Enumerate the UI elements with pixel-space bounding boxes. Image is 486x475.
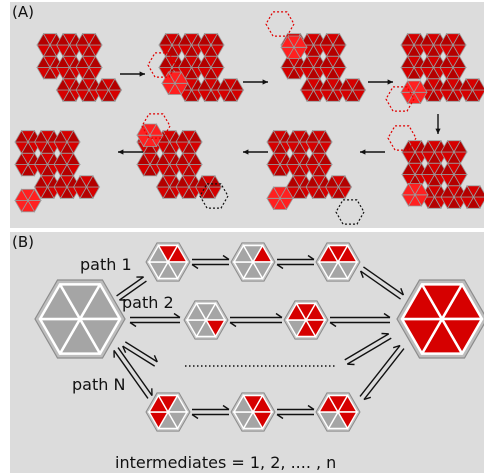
path-1-label: path 1	[80, 255, 132, 274]
cluster-8	[15, 131, 100, 212]
pathN-intermediate-1	[146, 393, 190, 431]
cluster-3	[281, 34, 366, 102]
eq-p1-2-3	[277, 256, 314, 269]
cluster-6	[267, 131, 352, 210]
eq-p1-1-2	[192, 256, 229, 269]
path1-intermediate-2	[231, 243, 275, 281]
start-hexagon	[35, 280, 125, 358]
arrow-2-3	[243, 79, 268, 84]
path1-intermediate-3	[316, 243, 360, 281]
intermediates-caption: intermediates = 1, 2, .... , n	[115, 453, 336, 472]
path-2-label: path 2	[122, 293, 174, 312]
arrow-7-8	[118, 149, 143, 154]
panel-a-diagram	[10, 2, 484, 228]
vacancy-outline-6	[336, 200, 364, 224]
end-hexagon	[397, 280, 484, 358]
panel-b: (B) path 1 path 2 path N intermediates =…	[10, 232, 484, 473]
eq-pN-2-3	[277, 406, 314, 419]
cluster-5	[402, 141, 484, 209]
panel-b-diagram: path 1 path 2 path N intermediates = 1, …	[10, 232, 484, 473]
arrow-5-6	[360, 149, 385, 154]
eq-p2-end	[330, 314, 390, 327]
pathN-intermediate-2	[231, 393, 275, 431]
path2-intermediate-1	[184, 301, 228, 339]
path1-intermediate-1	[146, 243, 190, 281]
eq-start-p2	[130, 314, 180, 327]
panel-a: (A)	[10, 2, 484, 228]
cluster-2	[159, 34, 244, 102]
arrow-4-5	[435, 114, 440, 134]
path2-intermediate-2	[284, 301, 328, 339]
cluster-7	[137, 124, 222, 198]
cluster-4	[401, 34, 484, 104]
eq-dots-end	[345, 334, 392, 365]
arrow-6-7	[243, 149, 268, 154]
eq-p2-1-2	[230, 314, 282, 327]
next-site-outline-3	[266, 12, 294, 36]
arrow-1-2	[120, 71, 145, 76]
path-n-label: path N	[72, 375, 125, 394]
eq-p1-end	[361, 267, 404, 299]
cluster-1	[37, 34, 122, 102]
pathN-intermediate-3	[316, 393, 360, 431]
eq-pN-1-2	[192, 406, 229, 419]
eq-pN-end	[360, 345, 404, 399]
arrow-3-4	[368, 79, 393, 84]
